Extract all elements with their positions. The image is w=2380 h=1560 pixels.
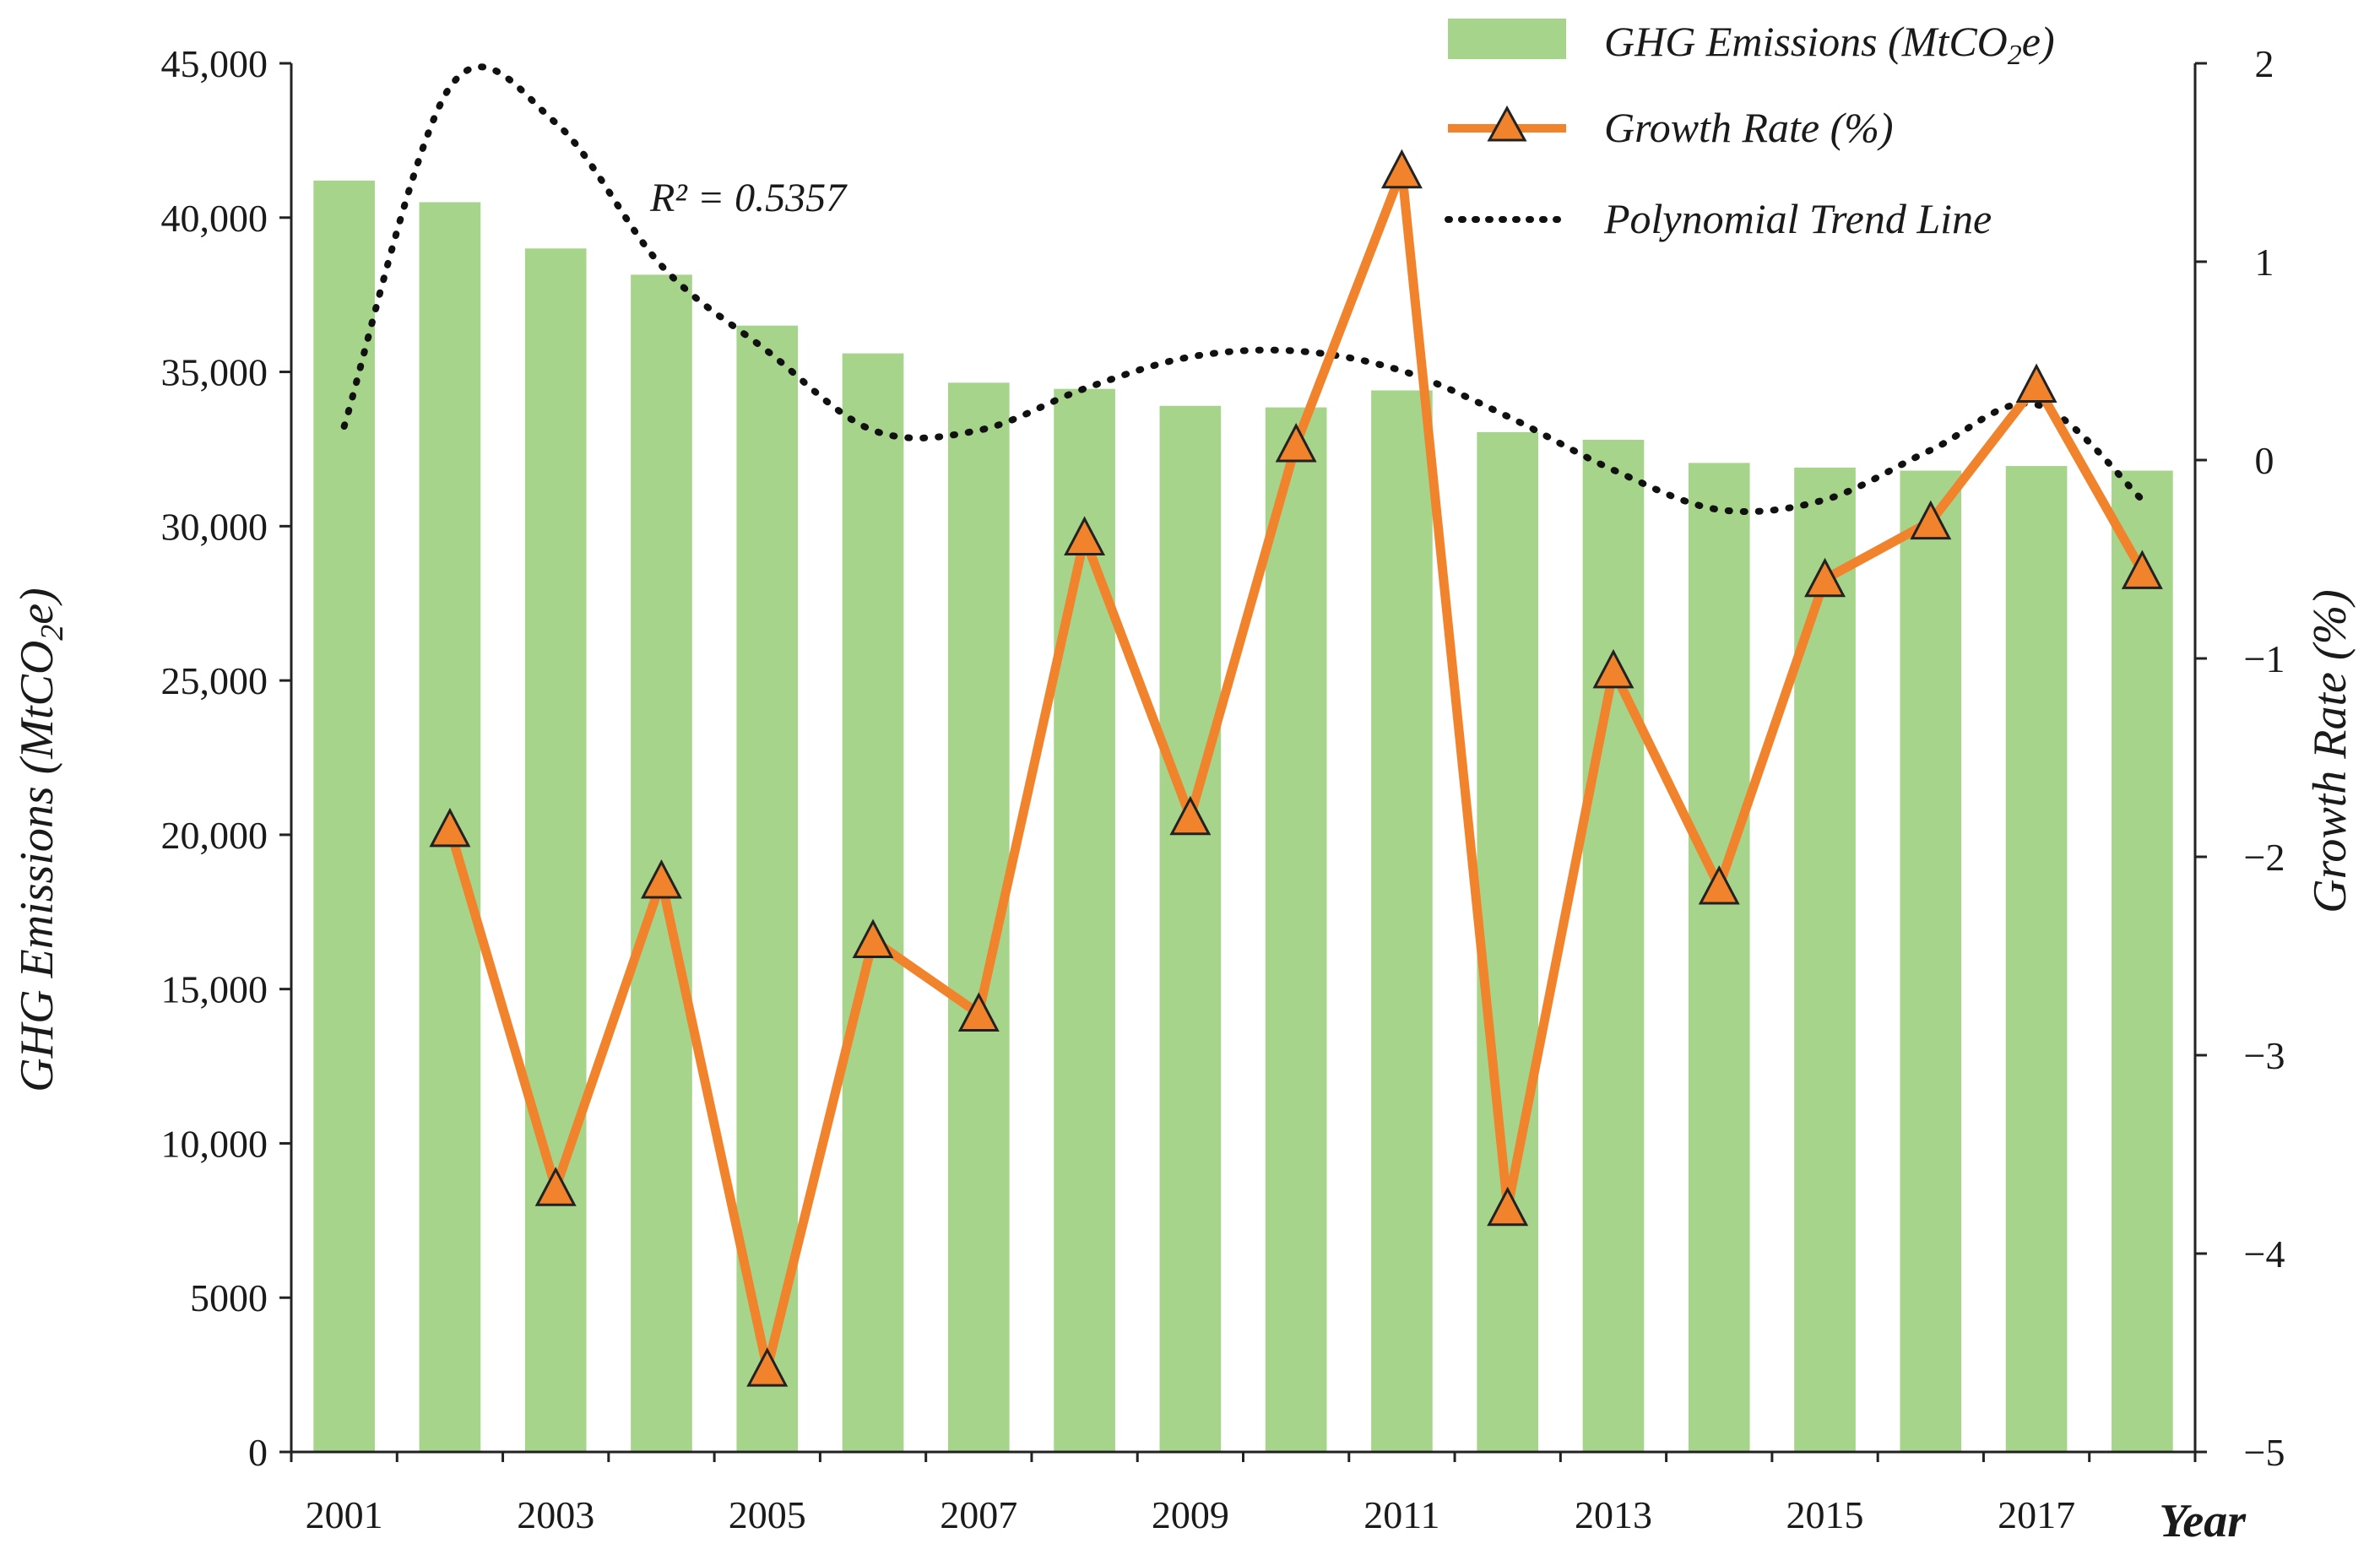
bar-2012 xyxy=(1477,431,1539,1453)
x-tick-label: 2017 xyxy=(1998,1493,2075,1536)
legend-bar-label-end: e) xyxy=(2022,18,2055,65)
bars-layer xyxy=(313,180,2173,1453)
y-axis-title-end: e) xyxy=(11,588,63,625)
y-tick-label: 25,000 xyxy=(161,659,268,702)
x-tick-label: 2011 xyxy=(1363,1493,1439,1536)
bar-2003 xyxy=(524,248,587,1452)
y-tick-label: 30,000 xyxy=(161,505,268,548)
y2-tick-label: −1 xyxy=(2244,637,2285,680)
x-tick-label: 2001 xyxy=(306,1493,383,1536)
growth-marker-2015 xyxy=(1804,557,1846,598)
bar-2013 xyxy=(1582,439,1645,1452)
growth-marker-2003 xyxy=(534,1167,577,1206)
axes-layer: 0 5000 10,000 15,000 20,000 25,000 30,000 35,00… xyxy=(161,42,2285,1536)
growth-marker-2010 xyxy=(1275,422,1317,463)
y2-tick-label: 2 xyxy=(2255,42,2274,85)
y2-tick-label: −5 xyxy=(2244,1431,2285,1474)
r-squared-annotation: R² = 0.5357 xyxy=(649,176,848,220)
x-tick-label: 2013 xyxy=(1575,1493,1652,1536)
y-tick-label: 45,000 xyxy=(161,42,268,85)
y-tick-label: 10,000 xyxy=(161,1122,268,1165)
growth-marker-2008 xyxy=(1064,516,1106,555)
legend-trend-label: Polynomial Trend Line xyxy=(1603,195,1992,242)
legend-line-label: Growth Rate (%) xyxy=(1604,104,1894,151)
bar-2018 xyxy=(2112,470,2173,1452)
growth-marker-2013 xyxy=(1592,648,1635,689)
growth-marker-2006 xyxy=(852,918,894,958)
y-axis-title-subscript: 2 xyxy=(35,625,70,641)
y-axis-title-main: GHG Emissions (MtCO xyxy=(11,641,63,1092)
y2-tick-label: 0 xyxy=(2255,439,2274,482)
bar-2009 xyxy=(1159,405,1222,1453)
growth-marker-2004 xyxy=(640,859,682,899)
legend-bar-label: GHG Emissions (MtCO2e) xyxy=(1604,18,2055,71)
y2-tick-label: 1 xyxy=(2255,241,2274,284)
x-axis-title: Year xyxy=(2159,1495,2247,1547)
y2-tick-label: −4 xyxy=(2244,1232,2285,1276)
legend-bar-label-subscript: 2 xyxy=(2008,40,2022,71)
y-axis-title: GHG Emissions (MtCO2e) xyxy=(11,588,70,1092)
x-tick-label: 2009 xyxy=(1152,1493,1229,1536)
legend: GHG Emissions (MtCO2e) Growth Rate (%) P… xyxy=(1445,18,2055,242)
y-tick-label: 15,000 xyxy=(161,968,268,1011)
trend-layer xyxy=(340,63,2146,516)
growth-marker-2016 xyxy=(1910,500,1952,540)
growth-marker-2018 xyxy=(2121,550,2163,589)
x-tick-label: 2005 xyxy=(729,1493,806,1536)
y-tick-label: 20,000 xyxy=(161,814,268,857)
y-tick-label: 40,000 xyxy=(161,197,268,240)
bar-2010 xyxy=(1265,407,1327,1452)
legend-bar-swatch xyxy=(1448,19,1566,59)
growth-line-layer xyxy=(429,149,2163,1387)
legend-bar-label-main: GHG Emissions (MtCO xyxy=(1604,18,2008,65)
y-tick-label: 0 xyxy=(248,1431,268,1474)
growth-marker-2009 xyxy=(1169,795,1212,836)
growth-marker-2002 xyxy=(429,807,471,848)
x-tick-label: 2003 xyxy=(517,1493,594,1536)
bar-2006 xyxy=(842,353,904,1453)
growth-marker-2012 xyxy=(1487,1186,1529,1227)
bar-2017 xyxy=(2005,466,2068,1452)
bar-2015 xyxy=(1794,467,1856,1452)
y2-axis-title: Growth Rate (%) xyxy=(2304,589,2356,913)
bar-2016 xyxy=(1900,470,1962,1452)
bar-2008 xyxy=(1054,388,1115,1452)
growth-marker-2011 xyxy=(1380,149,1423,189)
growth-marker-2014 xyxy=(1698,865,1740,905)
growth-marker-2007 xyxy=(957,992,1000,1032)
y-tick-label: 5000 xyxy=(190,1276,268,1319)
bar-2011 xyxy=(1371,390,1433,1452)
x-tick-label: 2015 xyxy=(1786,1493,1864,1536)
bar-2014 xyxy=(1688,463,1750,1452)
y2-tick-label: −3 xyxy=(2244,1034,2285,1077)
growth-marker-2005 xyxy=(746,1347,789,1387)
y2-tick-label: −2 xyxy=(2244,836,2285,879)
trend-line xyxy=(340,63,2146,516)
x-tick-label: 2007 xyxy=(940,1493,1017,1536)
bar-2001 xyxy=(313,180,375,1452)
growth-marker-2017 xyxy=(2015,363,2057,403)
y-tick-label: 35,000 xyxy=(161,351,268,394)
legend-triangle-marker xyxy=(1487,105,1527,142)
